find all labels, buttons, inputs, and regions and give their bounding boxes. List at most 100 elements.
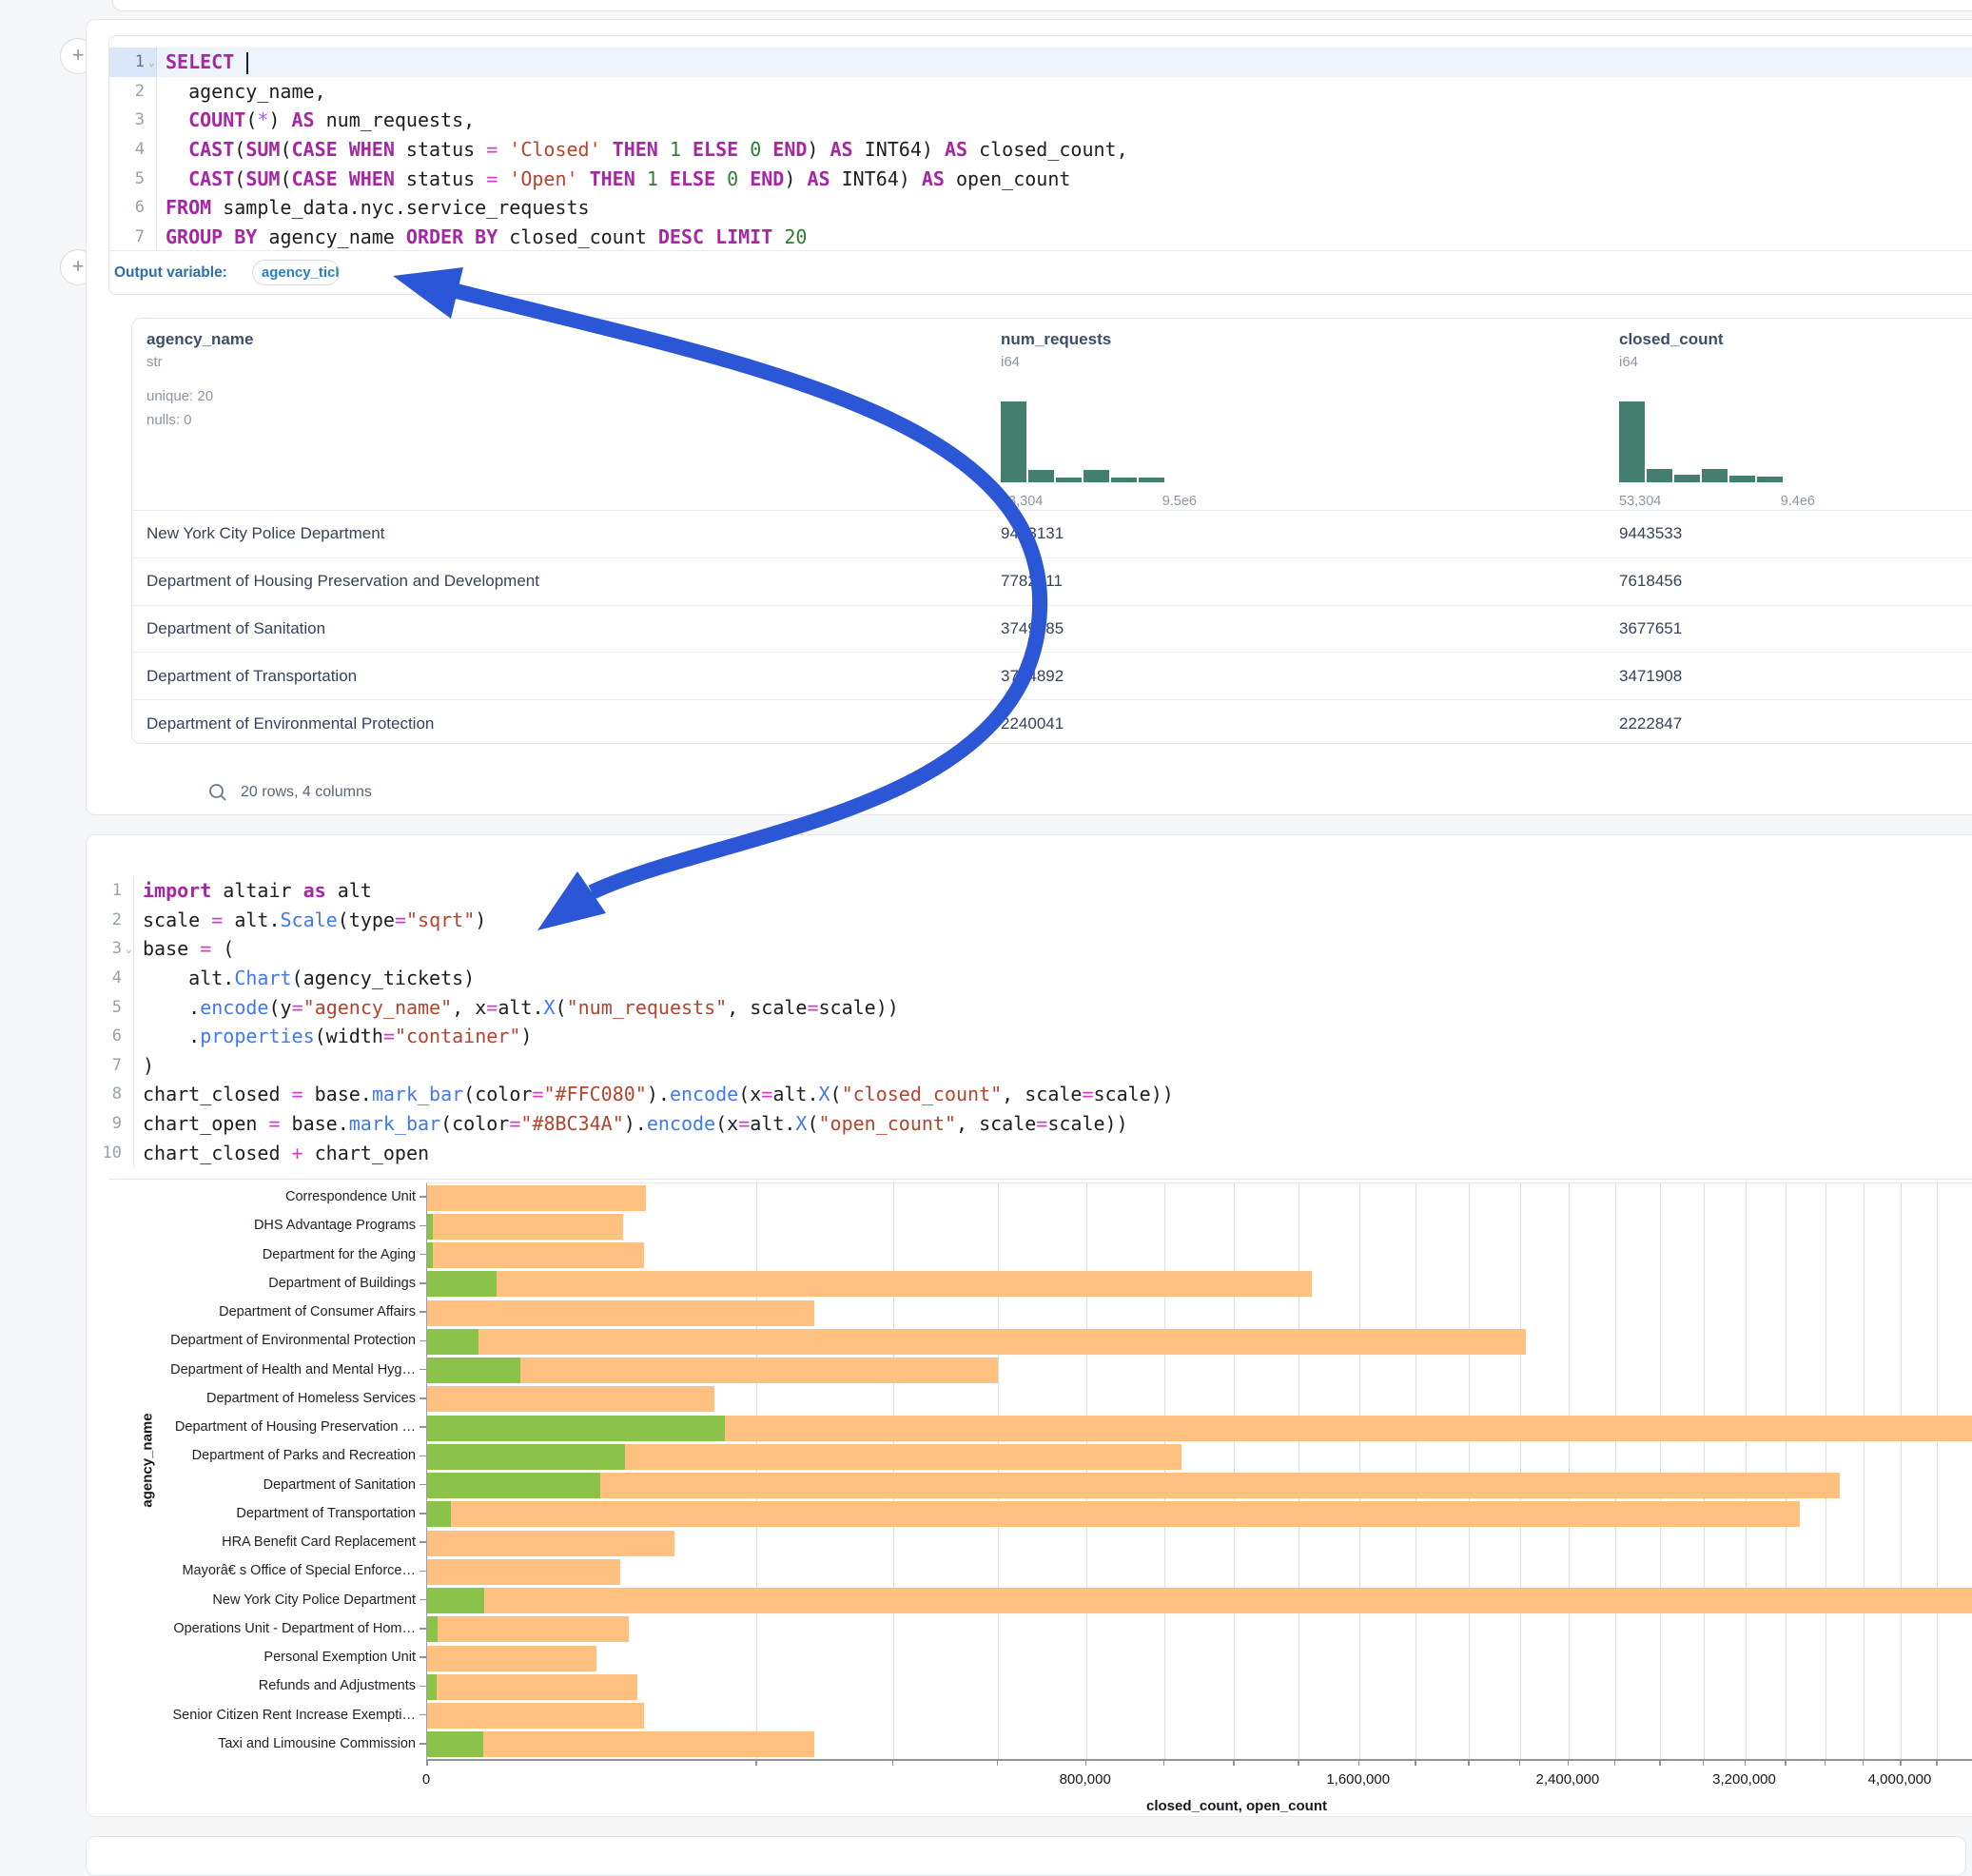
result-table: agency_name str unique: 20 nulls: 0 num_… <box>131 318 1972 744</box>
table-row[interactable]: Department of Housing Preservation and D… <box>132 558 1972 606</box>
gridline <box>1164 1183 1165 1759</box>
fold-chevron-icon[interactable]: ⌄ <box>126 942 132 955</box>
code-line[interactable]: 7) <box>87 1051 1972 1081</box>
y-tick <box>420 1311 426 1313</box>
column-histogram <box>1619 401 1783 482</box>
code-line[interactable]: 2 agency_name, <box>109 77 1972 107</box>
collapsed-cell-strip[interactable] <box>112 0 1972 11</box>
sql-code[interactable]: 1⌄SELECT 2 agency_name,3 COUNT(*) AS num… <box>109 36 1972 251</box>
y-tick <box>420 1743 426 1745</box>
cell-closed-count: 3471908 <box>1619 667 1682 686</box>
code-line[interactable]: 5 CAST(SUM(CASE WHEN status = 'Open' THE… <box>109 164 1972 193</box>
x-axis-label: 4,000,000 <box>1833 1771 1966 1788</box>
bar-open <box>427 1501 451 1527</box>
x-tick <box>1163 1760 1165 1766</box>
y-axis-label: DHS Advantage Programs <box>95 1211 426 1240</box>
y-tick <box>420 1397 426 1399</box>
gridline <box>998 1183 999 1759</box>
line-number: 6 <box>109 193 157 223</box>
code-text: SELECT <box>157 50 248 74</box>
code-line[interactable]: 3 COUNT(*) AS num_requests, <box>109 106 1972 135</box>
column-type: i64 <box>1001 354 1111 370</box>
code-line[interactable]: 4 alt.Chart(agency_tickets) <box>87 964 1972 993</box>
line-number: 3 <box>109 106 157 135</box>
y-tick <box>420 1254 426 1256</box>
x-tick <box>426 1760 428 1766</box>
bar-open <box>427 1358 520 1383</box>
y-axis-label: Taxi and Limousine Commission <box>95 1729 426 1758</box>
column-name: num_requests <box>1001 330 1111 349</box>
code-text: GROUP BY agency_name ORDER BY closed_cou… <box>157 225 807 248</box>
y-tick <box>420 1656 426 1658</box>
y-tick <box>420 1456 426 1457</box>
code-line[interactable]: 3⌄base = ( <box>87 934 1972 964</box>
bar-open <box>427 1444 625 1470</box>
bar-closed <box>427 1185 646 1211</box>
fold-chevron-icon[interactable]: ⌄ <box>148 55 155 68</box>
cell-agency-name: New York City Police Department <box>146 524 384 543</box>
y-tick <box>420 1369 426 1371</box>
y-axis-label: Department of Consumer Affairs <box>95 1298 426 1326</box>
gridline <box>1901 1183 1902 1759</box>
bar-open <box>427 1242 433 1268</box>
x-tick <box>1785 1760 1787 1766</box>
cell-agency-name: Department of Transportation <box>146 667 357 686</box>
column-header-num-requests[interactable]: num_requests i64 <box>1001 330 1111 370</box>
code-line[interactable]: 4 CAST(SUM(CASE WHEN status = 'Closed' T… <box>109 135 1972 165</box>
histogram-range: 53,304 9.4e6 <box>1619 494 1815 509</box>
code-line[interactable]: 5 .encode(y="agency_name", x=alt.X("num_… <box>87 992 1972 1022</box>
column-header-closed-count[interactable]: closed_count i64 <box>1619 330 1724 370</box>
gridline <box>756 1183 757 1759</box>
x-tick <box>1703 1760 1705 1766</box>
y-axis-label: New York City Police Department <box>95 1586 426 1614</box>
cell-num-requests: 9453131 <box>1001 524 1064 543</box>
search-icon[interactable] <box>207 782 228 803</box>
code-text: chart_closed = base.mark_bar(color="#FFC… <box>134 1083 1174 1105</box>
line-number: 1⌄ <box>109 48 157 77</box>
x-tick <box>1745 1760 1747 1766</box>
x-tick <box>1863 1760 1865 1766</box>
column-stat-unique: unique: 20 <box>146 388 213 404</box>
gridline <box>1615 1183 1616 1759</box>
bar-closed <box>427 1703 644 1729</box>
x-tick <box>892 1760 894 1766</box>
line-number: 1 <box>87 876 134 906</box>
code-text: FROM sample_data.nyc.service_requests <box>157 196 590 219</box>
gridline <box>1746 1183 1747 1759</box>
y-tick <box>420 1282 426 1284</box>
gridline <box>1937 1183 1938 1759</box>
hist-bar <box>1702 469 1728 482</box>
hist-bar <box>1084 470 1109 482</box>
column-header-agency-name[interactable]: agency_name str <box>146 330 253 370</box>
gridline <box>1469 1183 1470 1759</box>
code-line[interactable]: 6 .properties(width="container") <box>87 1022 1972 1051</box>
column-type: str <box>146 354 253 370</box>
next-cell-strip[interactable] <box>86 1836 1966 1876</box>
bar-closed <box>427 1214 623 1240</box>
sql-editor[interactable]: 1⌄SELECT 2 agency_name,3 COUNT(*) AS num… <box>108 35 1972 295</box>
y-axis-label: Mayorâ€ s Office of Special Enforce… <box>95 1556 426 1585</box>
bar-closed <box>427 1559 620 1585</box>
y-axis-label: Department for the Aging <box>95 1241 426 1269</box>
bar-open <box>427 1271 497 1297</box>
x-tick <box>755 1760 757 1766</box>
sql-cell: 1⌄SELECT 2 agency_name,3 COUNT(*) AS num… <box>86 19 1972 815</box>
output-variable-pill[interactable]: agency_tickets <box>252 260 340 285</box>
output-variable-label: Output variable: <box>114 264 227 282</box>
code-line[interactable]: 1⌄SELECT <box>109 48 1972 77</box>
bar-closed <box>427 1271 1312 1297</box>
cell-closed-count: 7618456 <box>1619 572 1682 591</box>
x-tick <box>997 1760 999 1766</box>
